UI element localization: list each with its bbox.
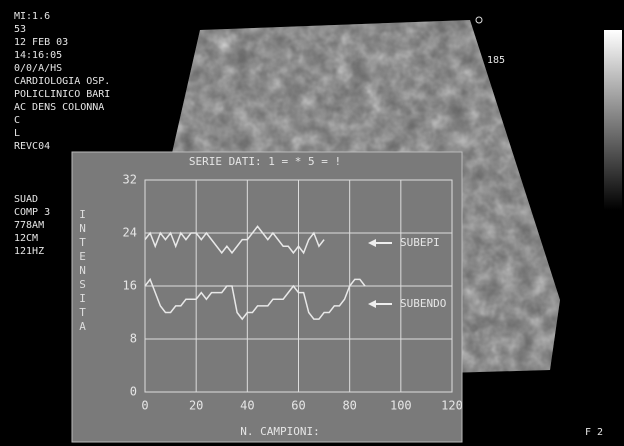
legend-label: SUBENDO (400, 297, 446, 310)
marker (476, 17, 482, 23)
x-tick-label: 0 (141, 399, 148, 413)
overlay-text: AC DENS COLONNA (14, 102, 104, 113)
y-tick-label: 16 (123, 279, 137, 293)
overlay-text: SUAD (14, 194, 38, 205)
gray-scale-bar (604, 30, 622, 210)
overlay-text: 14:16:05 (14, 50, 62, 61)
overlay-text: 12 FEB 03 (14, 37, 68, 48)
y-tick-label: 24 (123, 226, 137, 240)
overlay-text: 778AM (14, 220, 44, 231)
overlay-text: L (14, 128, 20, 139)
overlay-text: 53 (14, 24, 26, 35)
y-tick-label: 8 (130, 332, 137, 346)
screen: SERIE DATI: 1 = * 5 = ! N. CAMPIONI: MI:… (0, 0, 624, 446)
overlay-text: 0/0/A/HS (14, 63, 62, 74)
overlay-text: REVC04 (14, 141, 50, 152)
overlay-text: CARDIOLOGIA OSP. (14, 76, 110, 87)
chart-title: SERIE DATI: 1 = * 5 = ! (189, 155, 341, 168)
x-tick-label: 120 (441, 399, 463, 413)
overlay-text: 12CM (14, 233, 38, 244)
y-tick-label: 32 (123, 173, 137, 187)
overlay-text: 121HZ (14, 246, 44, 257)
overlay-text: POLICLINICO BARI (14, 89, 110, 100)
x-tick-label: 40 (240, 399, 254, 413)
overlay-text: C (14, 115, 20, 126)
x-tick-label: 80 (342, 399, 356, 413)
overlay-text: COMP 3 (14, 207, 50, 218)
x-axis-label: N. CAMPIONI: (240, 425, 319, 438)
overlay-text: MI:1.6 (14, 11, 50, 22)
x-tick-label: 100 (390, 399, 412, 413)
y-tick-label: 0 (130, 385, 137, 399)
x-tick-label: 20 (189, 399, 203, 413)
overlay-text: F 2 (585, 427, 603, 438)
ultrasound: SERIE DATI: 1 = * 5 = ! N. CAMPIONI: MI:… (0, 0, 624, 446)
overlay-text: 185 (487, 55, 505, 66)
x-tick-label: 60 (291, 399, 305, 413)
y-axis-label: INTENSITA (76, 208, 89, 334)
legend-label: SUBEPI (400, 236, 440, 249)
